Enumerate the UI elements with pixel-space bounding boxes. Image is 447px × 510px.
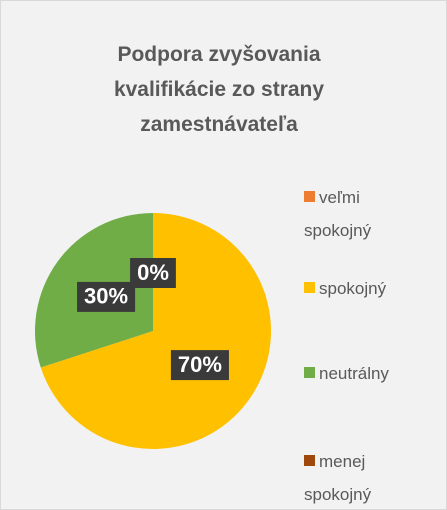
legend-item: neutrálny [304,357,414,390]
legend-swatch [304,191,315,202]
legend-label: spokojný [319,279,387,298]
legend-label: veľmi spokojný [304,188,372,240]
data-label-box [130,258,176,288]
legend-swatch [304,367,315,378]
data-label: 70% [170,350,229,381]
legend-label: menej spokojný [304,452,372,504]
legend-item: veľmi spokojný [304,181,414,247]
data-label-text: 70% [178,352,222,377]
legend-item: spokojný [304,272,414,305]
data-label-box [170,350,229,381]
pie-slice [40,213,271,449]
data-label: 0% [130,258,176,288]
data-label-text: 0% [137,260,169,285]
legend-item: menej spokojný [304,445,414,509]
data-label: 30% [77,281,136,312]
legend-label: neutrálny [319,364,389,383]
legend-swatch [304,455,315,466]
chart-title: Podpora zvyšovania kvalifikácie zo stran… [113,43,325,136]
legend-swatch [304,282,315,293]
data-label-text: 30% [84,284,128,309]
data-label-box [77,281,136,312]
